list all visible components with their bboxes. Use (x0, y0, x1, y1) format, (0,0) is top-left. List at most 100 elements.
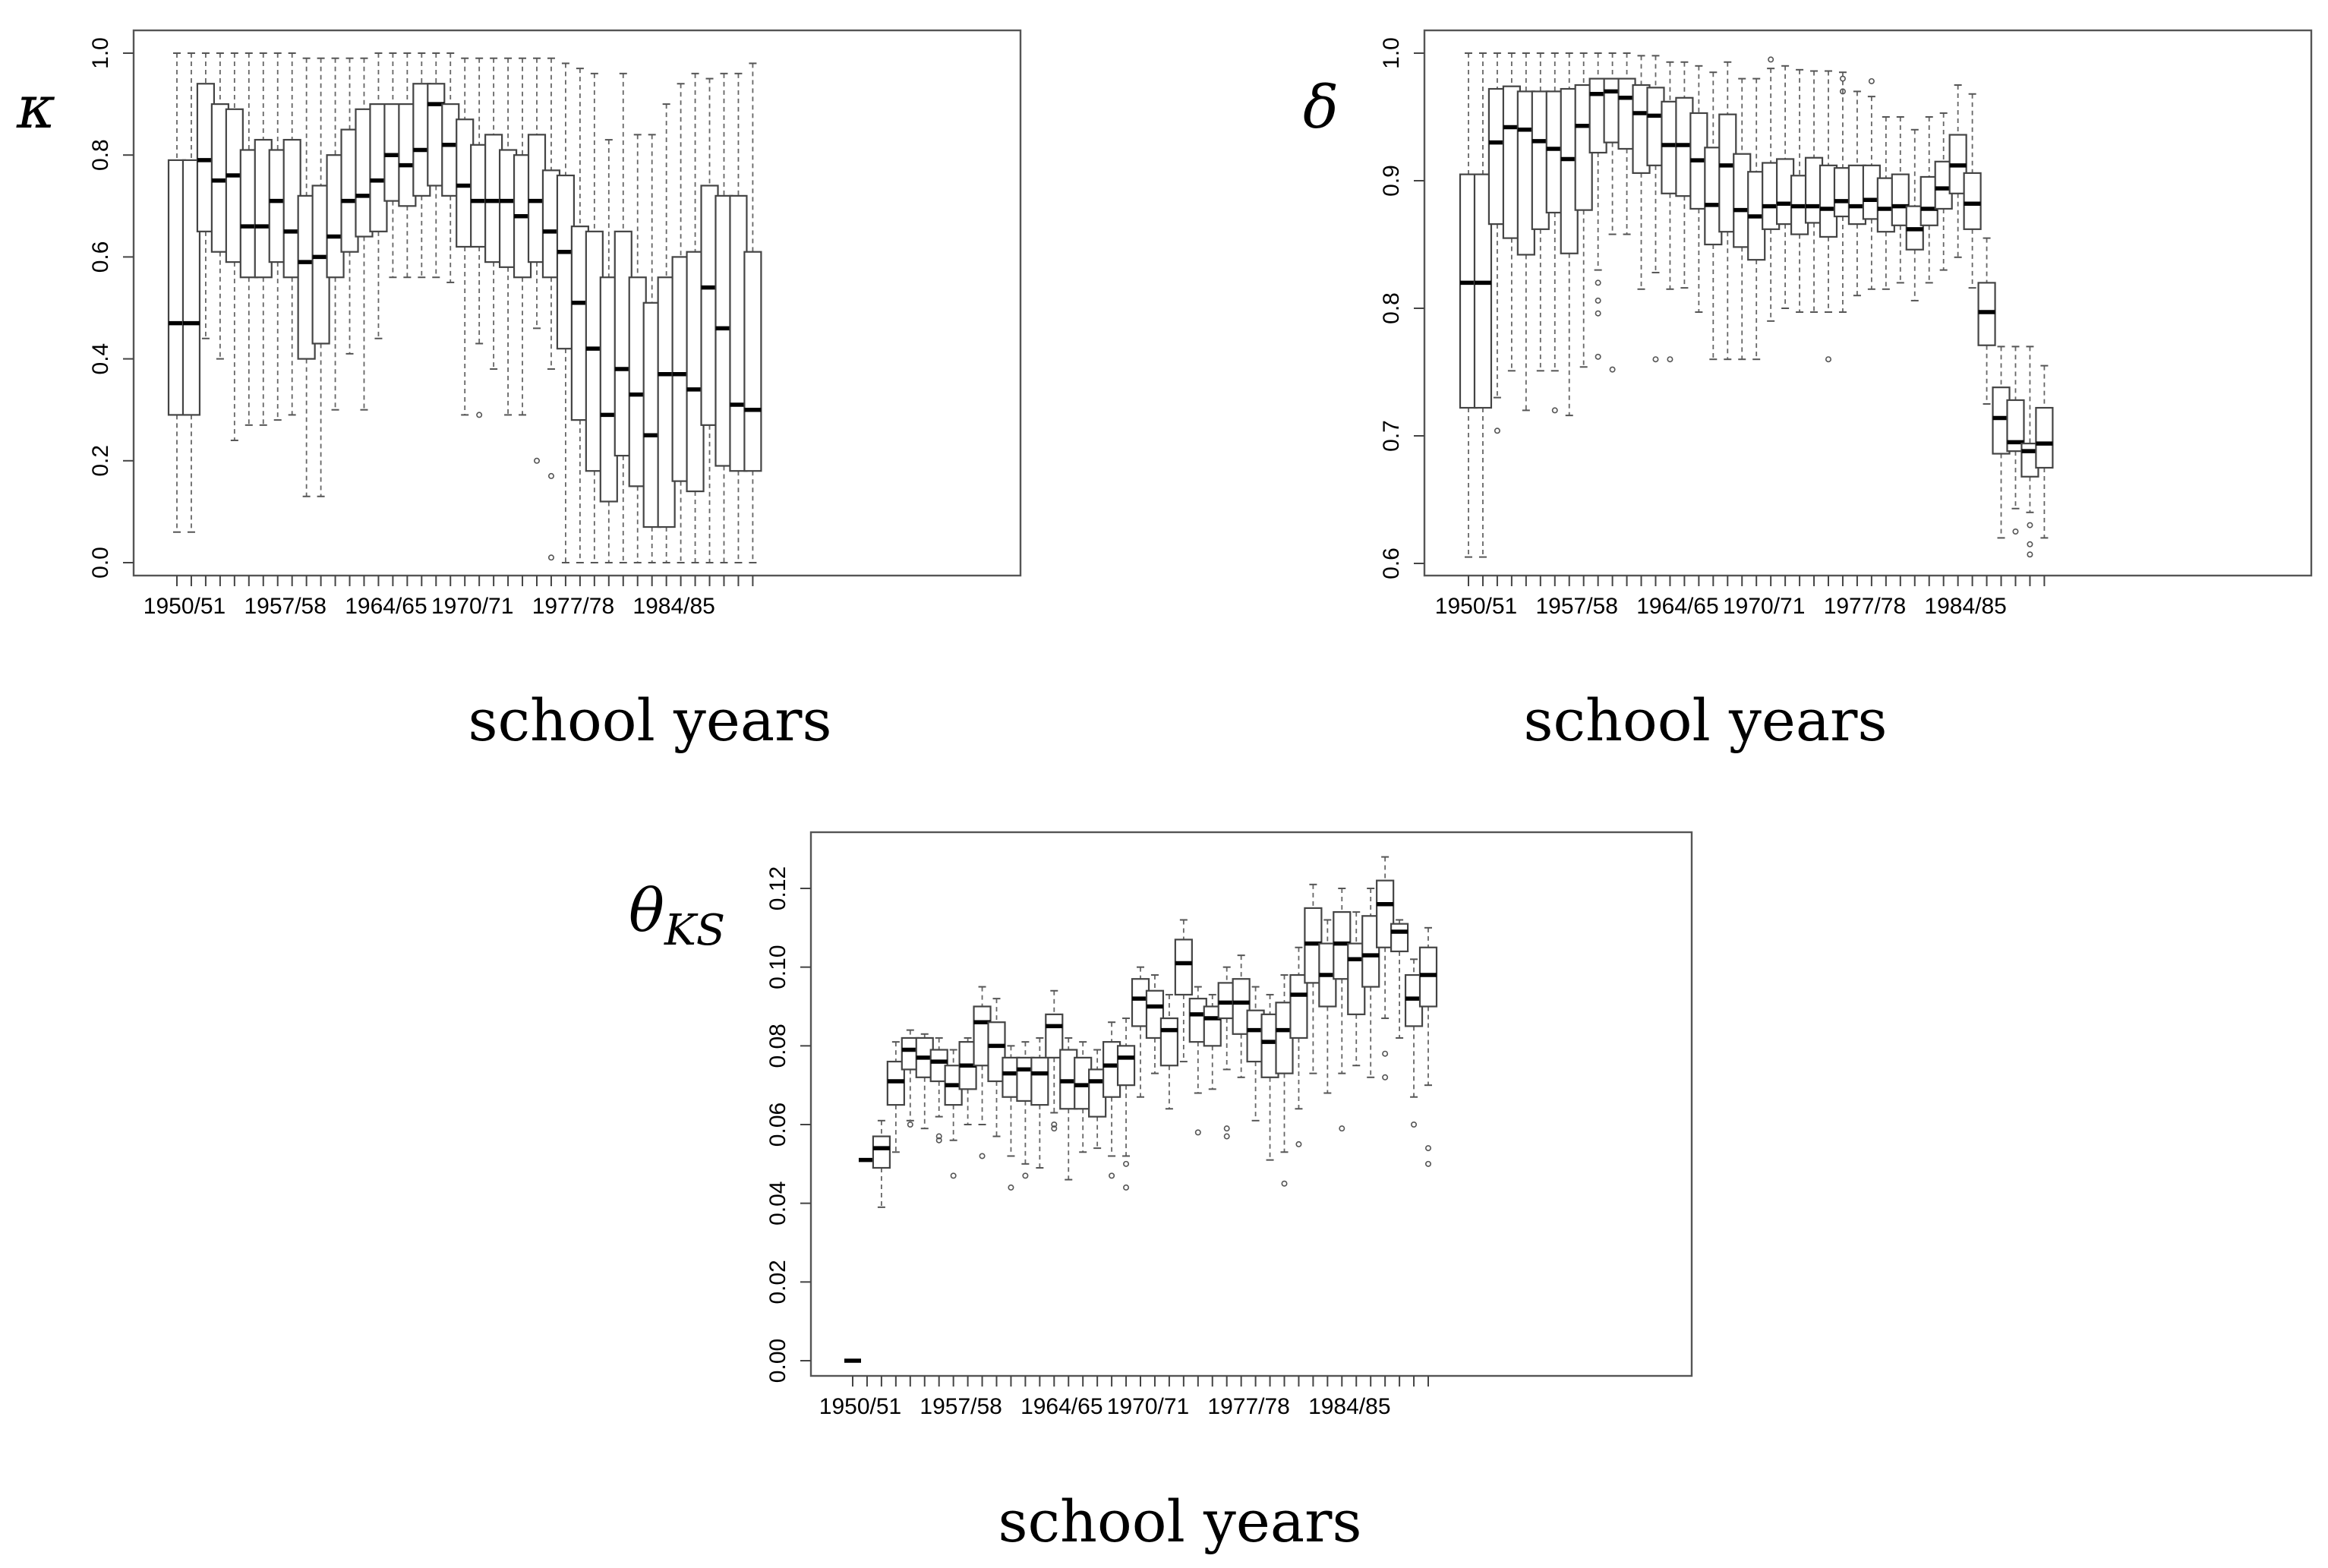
delta-box (1891, 173, 1910, 226)
theta-ks-outlier (1109, 1172, 1115, 1179)
delta-box (2006, 399, 2025, 453)
kappa-y-tick-label: 0.4 (88, 343, 113, 375)
theta-ks-y-tick-label: 0.12 (765, 866, 790, 910)
theta-ks-x-tick-label: 1964/65 (1020, 1394, 1102, 1419)
theta-ks-outlier (1223, 1125, 1230, 1132)
delta-outlier (1768, 56, 1774, 63)
delta-box (2035, 406, 2054, 469)
delta-outlier (2012, 528, 2019, 535)
theta-ks-box (1116, 1045, 1136, 1087)
kappa-outlier (547, 472, 554, 479)
theta-ks-y-tick-label: 0.02 (765, 1260, 790, 1304)
delta-box (1473, 173, 1493, 409)
theta-ks-outlier (1339, 1125, 1345, 1132)
theta-ks-outlier (950, 1172, 957, 1179)
kappa-outlier (476, 412, 483, 418)
theta-ks-box (1145, 989, 1165, 1040)
delta-outlier (1652, 356, 1659, 363)
delta-x-tick-label: 1957/58 (1535, 594, 1617, 619)
kappa-y-tick-label: 0.6 (88, 241, 113, 273)
delta-outlier (1839, 75, 1846, 82)
theta-ks-box (1376, 879, 1395, 948)
delta-y-tick-label: 0.8 (1379, 292, 1404, 324)
theta-ks-y-tick-label: 0.04 (765, 1181, 790, 1225)
theta-ks-x-tick-label: 1970/71 (1107, 1394, 1189, 1419)
kappa-x-tick-label: 1950/51 (144, 594, 226, 619)
theta-ks-outlier (1425, 1160, 1432, 1167)
theta-ks-outlier (1382, 1050, 1389, 1057)
theta-ks-y-axis-label: θKS (629, 877, 725, 955)
theta-ks-x-axis-label: school years (998, 1488, 1361, 1555)
theta-ks-plot-frame (809, 831, 1693, 1377)
theta-ks-x-tick-label: 1984/85 (1308, 1394, 1390, 1419)
kappa-x-tick-label: 1984/85 (632, 594, 714, 619)
kappa-x-tick-label: 1977/78 (532, 594, 614, 619)
theta-ks-outlier (1051, 1122, 1058, 1128)
theta-ks-box (872, 1135, 891, 1169)
theta-ks-y-label-sub: KS (664, 906, 725, 955)
theta-ks-box (987, 1021, 1006, 1083)
theta-ks-box (1159, 1017, 1179, 1067)
delta-y-tick-label: 0.7 (1379, 420, 1404, 452)
kappa-x-tick-label: 1957/58 (244, 594, 326, 619)
delta-outlier (1667, 356, 1673, 363)
delta-y-axis-label: δ (1303, 74, 1339, 142)
delta-outlier (1595, 310, 1601, 317)
delta-x-tick-label: 1950/51 (1435, 594, 1517, 619)
delta-outlier (1595, 279, 1601, 286)
kappa-y-tick-label: 0.2 (88, 445, 113, 477)
delta-x-tick-label: 1977/78 (1824, 594, 1906, 619)
theta-ks-box (1030, 1056, 1049, 1106)
delta-outlier (1868, 77, 1875, 84)
theta-ks-outlier (1194, 1129, 1201, 1136)
theta-ks-outlier (979, 1153, 986, 1159)
delta-y-tick-label: 1.0 (1379, 37, 1404, 69)
kappa-panel: κ school years 0.0 0.2 0.4 0.6 0.8 1.0 1950/51… (16, 29, 1022, 754)
delta-x-tick-label: 1964/65 (1636, 594, 1718, 619)
kappa-outlier (547, 554, 554, 561)
kappa-x-tick-label: 1970/71 (431, 594, 513, 619)
kappa-plot-frame (132, 29, 1022, 577)
theta-ks-outlier (1022, 1172, 1029, 1179)
kappa-box (743, 251, 762, 472)
theta-ks-box (1174, 939, 1193, 996)
theta-ks-outlier (1008, 1184, 1014, 1191)
theta-ks-outlier (1425, 1145, 1432, 1152)
kappa-outlier (533, 457, 540, 464)
kappa-y-axis-label: κ (16, 74, 55, 142)
theta-ks-panel: θKS school years 0.00 0.02 0.04 0.06 0.08 0.1… (629, 831, 1693, 1555)
kappa-y-tick-label: 0.0 (88, 547, 113, 579)
theta-ks-outlier (1123, 1160, 1130, 1167)
theta-ks-x-tick-label: 1957/58 (920, 1394, 1002, 1419)
theta-ks-outlier (1411, 1122, 1418, 1128)
kappa-x-axis-label: school years (468, 686, 831, 754)
theta-ks-y-label-main: θ (629, 877, 664, 945)
delta-x-tick-label: 1970/71 (1723, 594, 1805, 619)
delta-outlier (2027, 541, 2033, 547)
kappa-x-tick-label: 1964/65 (345, 594, 427, 619)
kappa-y-tick-label: 0.8 (88, 139, 113, 171)
delta-y-tick-label: 0.9 (1379, 165, 1404, 197)
theta-ks-y-tick-label: 0.08 (765, 1024, 790, 1068)
theta-ks-y-tick-label: 0.06 (765, 1103, 790, 1147)
kappa-y-tick-label: 1.0 (88, 37, 113, 69)
delta-plot-frame (1423, 29, 2313, 577)
theta-ks-outlier (1123, 1184, 1130, 1191)
theta-ks-box (1289, 973, 1308, 1040)
theta-ks-box (1390, 923, 1409, 953)
delta-outlier (2027, 522, 2033, 528)
kappa-box (181, 159, 201, 416)
theta-ks-outlier (907, 1122, 913, 1128)
theta-ks-x-tick-label: 1950/51 (819, 1394, 901, 1419)
delta-x-axis-label: school years (1523, 686, 1887, 754)
delta-outlier (1595, 353, 1601, 360)
theta-ks-outlier (1295, 1141, 1302, 1147)
theta-ks-y-tick-label: 0.00 (765, 1339, 790, 1383)
delta-outlier (1609, 366, 1616, 373)
delta-outlier (1825, 356, 1832, 363)
theta-ks-outlier (935, 1133, 942, 1140)
theta-ks-outlier (935, 1137, 942, 1144)
theta-ks-outlier (1281, 1180, 1288, 1187)
delta-outlier (1494, 427, 1500, 434)
